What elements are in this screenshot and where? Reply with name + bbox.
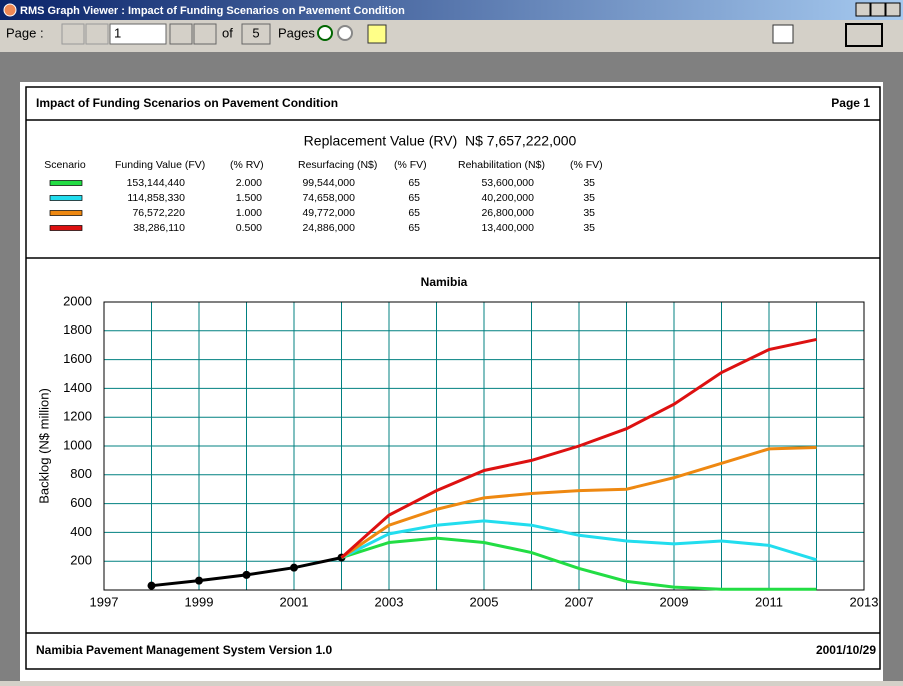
- table-cell: 35: [583, 192, 595, 204]
- x-tick-label: 2003: [375, 594, 404, 609]
- point-marker: [147, 581, 156, 590]
- next-page-button[interactable]: [169, 23, 193, 45]
- table-header: (% FV): [394, 159, 427, 171]
- zoom-out-button[interactable]: [337, 25, 353, 41]
- report-page-number: Page 1: [831, 96, 870, 110]
- table-cell: 65: [408, 177, 420, 189]
- zoom-in-button[interactable]: [317, 25, 333, 41]
- series-line: [340, 337, 817, 559]
- table-cell: 99,544,000: [302, 177, 355, 189]
- maximize-button[interactable]: [870, 2, 886, 17]
- plot-frame: [103, 301, 865, 591]
- scenario-swatch: [49, 180, 83, 186]
- table-cell: 0.500: [236, 222, 262, 234]
- table-header: Resurfacing (N$): [298, 159, 377, 171]
- table-cell: 38,286,110: [133, 222, 185, 234]
- window-title: RMS Graph Viewer : Impact of Funding Sce…: [20, 5, 405, 17]
- table-cell: 35: [583, 222, 595, 234]
- x-tick-label: 2005: [470, 594, 499, 609]
- table-cell: 40,200,000: [481, 192, 534, 204]
- table-cell: 13,400,000: [481, 222, 534, 234]
- point-marker: [195, 576, 203, 585]
- first-page-button[interactable]: [61, 23, 85, 45]
- report-title: Impact of Funding Scenarios on Pavement …: [36, 96, 338, 110]
- x-tick-label: 1999: [185, 594, 214, 609]
- title-bar: [0, 0, 903, 20]
- table-header: Rehabilitation (N$): [458, 159, 545, 171]
- page-label: Page :: [6, 25, 44, 40]
- table-cell: 35: [583, 207, 595, 219]
- print-button[interactable]: [772, 24, 794, 44]
- y-tick-label: 1400: [63, 380, 92, 395]
- table-cell: 1.500: [236, 192, 262, 204]
- y-tick-label: 1600: [63, 351, 92, 366]
- table-header: Scenario: [44, 159, 86, 171]
- scenario-swatch: [49, 195, 83, 201]
- table-cell: 65: [408, 222, 420, 234]
- y-tick-label: 200: [70, 553, 92, 568]
- close-button[interactable]: [885, 2, 901, 17]
- x-tick-label: 1997: [90, 594, 119, 609]
- footer-date: 2001/10/29: [816, 643, 876, 657]
- export-button[interactable]: [367, 24, 387, 44]
- table-cell: 65: [408, 192, 420, 204]
- x-tick-label: 2013: [850, 594, 879, 609]
- y-tick-label: 600: [70, 495, 92, 510]
- app-icon: [3, 3, 17, 17]
- point-marker: [242, 570, 251, 579]
- y-tick-label: 400: [70, 524, 92, 539]
- prev-page-button[interactable]: [85, 23, 109, 45]
- table-cell: 35: [583, 177, 595, 189]
- table-cell: 1.000: [236, 207, 262, 219]
- table-cell: 2.000: [236, 177, 262, 189]
- x-tick-label: 2007: [565, 594, 594, 609]
- x-tick-label: 2009: [660, 594, 689, 609]
- x-tick-label: 2001: [280, 594, 309, 609]
- table-cell: 53,600,000: [481, 177, 534, 189]
- y-tick-label: 1000: [63, 437, 92, 452]
- scenario-swatch: [49, 225, 83, 231]
- scenario-swatch: [49, 210, 83, 216]
- table-cell: 153,144,440: [127, 177, 186, 189]
- series-line: [340, 445, 817, 559]
- replacement-value: Replacement Value (RV) N$ 7,657,222,000: [304, 133, 577, 149]
- series-line: [341, 536, 817, 591]
- exit-button[interactable]: [845, 23, 883, 47]
- minimize-button[interactable]: [855, 2, 871, 17]
- report-page: [20, 82, 883, 681]
- point-marker: [290, 563, 298, 572]
- x-tick-label: 2011: [755, 594, 783, 609]
- series-line: [340, 519, 817, 562]
- table-cell: 26,800,000: [481, 207, 534, 219]
- table-cell: 65: [408, 207, 420, 219]
- window-buttons[interactable]: [855, 2, 901, 17]
- pages-label: Pages: [278, 25, 315, 40]
- table-header: (% FV): [570, 159, 603, 171]
- table-header: (% RV): [230, 159, 264, 171]
- table-cell: 49,772,000: [302, 207, 355, 219]
- report-frame: [25, 86, 881, 670]
- table-cell: 24,886,000: [302, 222, 355, 234]
- of-label: of: [222, 25, 233, 40]
- page-count: 5: [252, 25, 259, 40]
- page-input[interactable]: [109, 23, 167, 45]
- chart-title: Namibia: [421, 275, 468, 289]
- table-cell: 74,658,000: [302, 192, 355, 204]
- table-cell: 76,572,220: [132, 207, 185, 219]
- y-tick-label: 800: [70, 466, 92, 481]
- page-input-value: 1: [114, 25, 121, 40]
- table-cell: 114,858,330: [127, 192, 185, 204]
- y-tick-label: 2000: [63, 293, 92, 308]
- y-axis-label: Backlog (N$ million): [36, 388, 51, 504]
- footer-text: Namibia Pavement Management System Versi…: [36, 643, 332, 657]
- y-tick-label: 1800: [63, 322, 92, 337]
- page-count-box: [241, 23, 271, 45]
- y-tick-label: 1200: [63, 409, 92, 424]
- table-header: Funding Value (FV): [115, 159, 205, 171]
- last-page-button[interactable]: [193, 23, 217, 45]
